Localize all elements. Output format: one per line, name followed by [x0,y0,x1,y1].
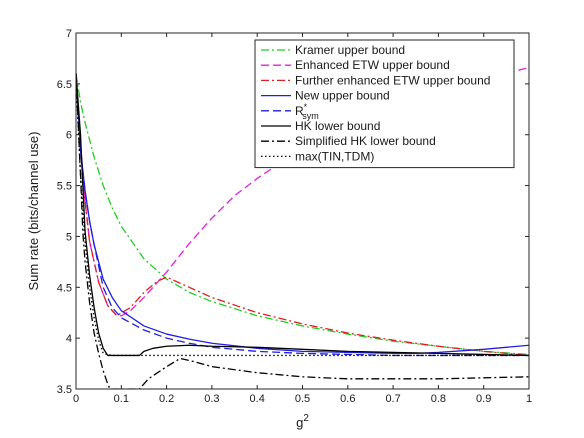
x-tick-label: 0.9 [476,393,491,405]
legend-label-3: Further enhanced ETW upper bound [295,73,490,87]
x-tick-label: 0.2 [159,393,174,405]
legend-label-8: max(TIN,TDM) [295,149,374,163]
x-tick-label: 0.3 [204,393,219,405]
series-line-5 [76,73,529,357]
legend-label-1: Kramer upper bound [295,43,405,57]
x-tick-label: 0.7 [385,393,400,405]
legend-box [254,39,515,169]
y-tick-label: 5.5 [57,181,72,193]
legend-label-7: Simplified HK lower bound [295,134,436,148]
x-axis-title-superscript: 2 [303,413,309,424]
y-tick-label: 4.5 [57,282,72,294]
y-tick-label: 4 [66,333,72,345]
legend-label-superscript: * [304,102,308,112]
x-tick-label: 1 [526,393,532,405]
y-tick-label: 5 [66,231,72,243]
x-tick-label: 0 [73,393,79,405]
x-tick-label: 0.6 [340,393,355,405]
x-tick-label: 0.4 [250,393,265,405]
legend-label-subscript: sym [302,111,319,121]
y-tick-label: 3.5 [57,384,72,396]
y-tick-label: 6.5 [57,79,72,91]
legend-label-6: HK lower bound [295,119,380,133]
x-tick-label: 0.8 [431,393,446,405]
x-tick-label: 0.1 [114,393,129,405]
y-axis-title: Sum rate (bits/channel use) [26,132,41,291]
y-tick-label: 6 [66,130,72,142]
legend-label-4: New upper bound [295,89,390,103]
x-tick-label: 0.5 [295,393,310,405]
series-line-6 [76,73,529,357]
x-axis-title: g2 [296,413,309,430]
series-line-1 [76,73,529,356]
series-line-3 [76,73,529,357]
legend-label-2: Enhanced ETW upper bound [295,58,450,72]
tick-layer: 0 0.1 0.2 0.3 0.4 0.5 0.6 0.7 0.8 0.9 1 3.5 4 4.5 5 5.5… [57,28,532,405]
series-line-7 [76,73,529,389]
y-tick-label: 7 [66,28,72,40]
